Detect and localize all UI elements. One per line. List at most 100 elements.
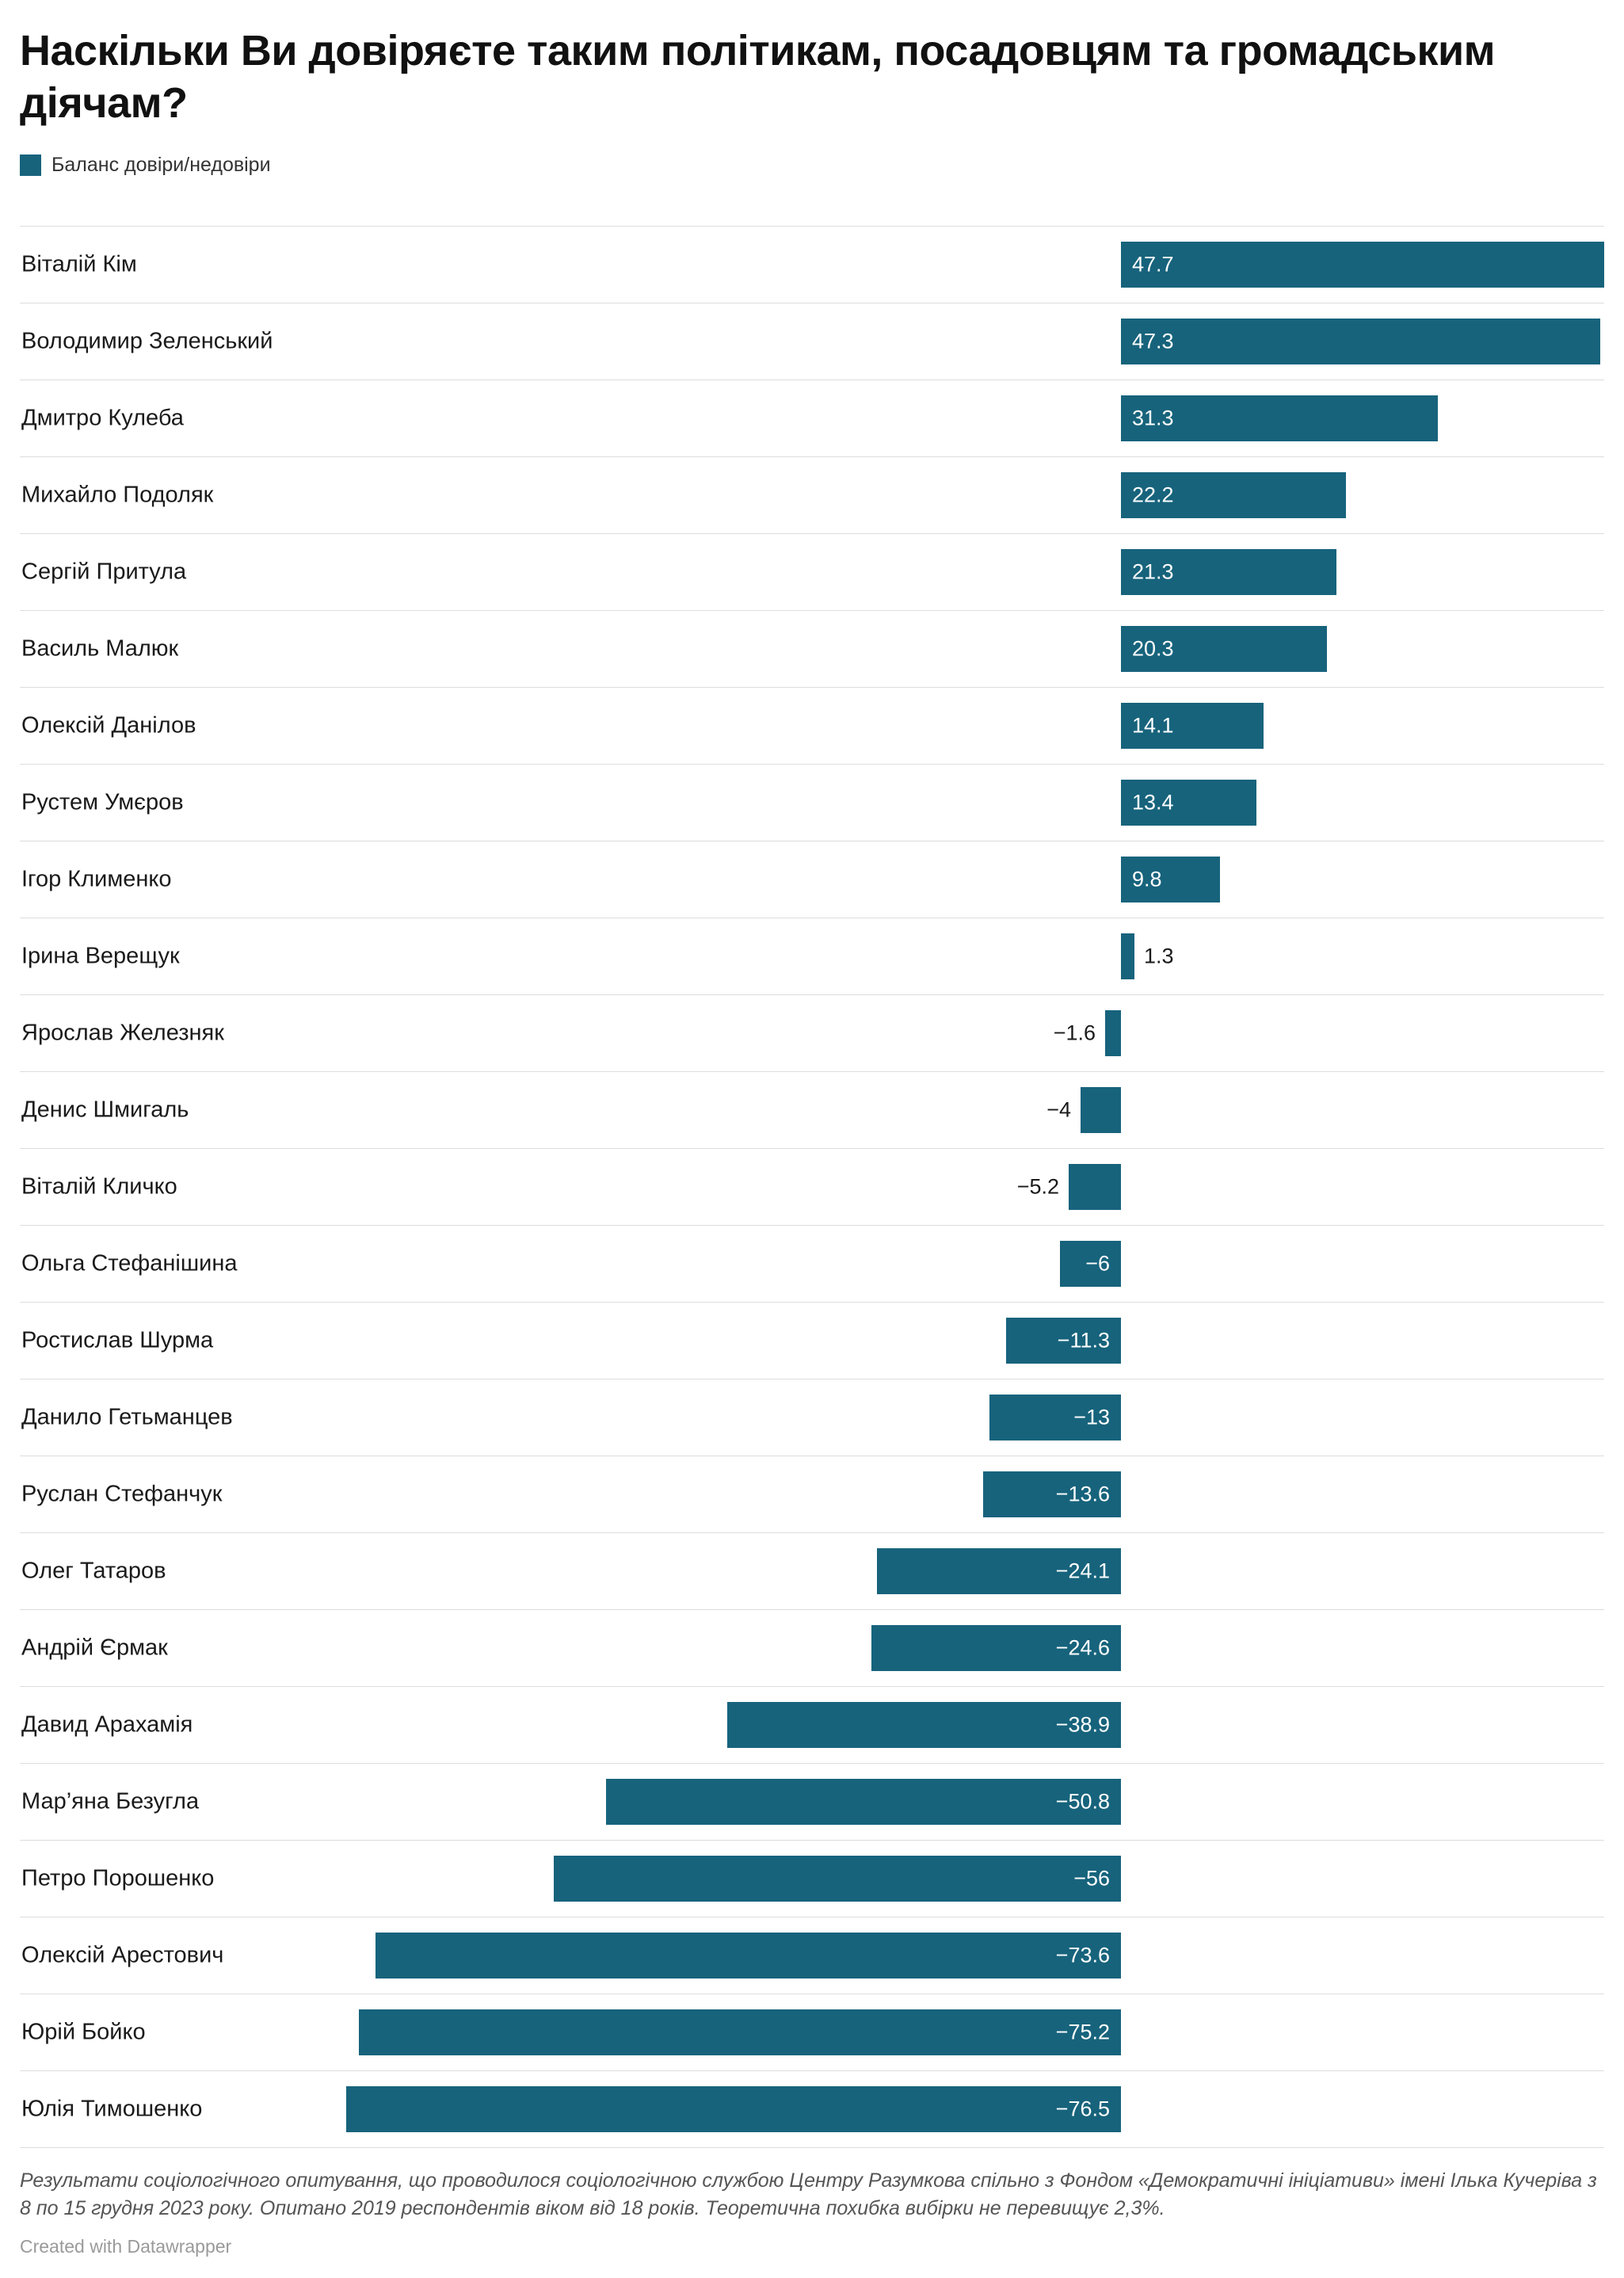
value-label: 31.3 bbox=[1132, 406, 1174, 430]
bar-row: Володимир Зеленський 47.3 bbox=[20, 302, 1604, 380]
legend-swatch-icon bbox=[20, 154, 41, 176]
bar[interactable] bbox=[1121, 702, 1264, 749]
bar[interactable] bbox=[1081, 1086, 1121, 1133]
category-label: Денис Шмигаль bbox=[21, 1097, 189, 1123]
value-label: −73.6 bbox=[1055, 1943, 1110, 1967]
bar-row: Олег Татаров −24.1 bbox=[20, 1532, 1604, 1609]
value-label: −11.3 bbox=[1057, 1328, 1110, 1353]
bar-row: Олексій Данілов 14.1 bbox=[20, 686, 1604, 764]
datawrapper-credit: Created with Datawrapper bbox=[20, 2235, 232, 2257]
value-label: −50.8 bbox=[1055, 1789, 1110, 1814]
bar[interactable] bbox=[1121, 856, 1220, 902]
bar[interactable] bbox=[1121, 395, 1438, 441]
bar-row: Петро Порошенко −56 bbox=[20, 1839, 1604, 1917]
value-label: 1.3 bbox=[1144, 944, 1174, 968]
value-label: −76.5 bbox=[1055, 2097, 1110, 2121]
category-label: Віталій Кличко bbox=[21, 1173, 177, 1200]
bar-row: Дмитро Кулеба 31.3 bbox=[20, 379, 1604, 456]
bar[interactable] bbox=[871, 1624, 1121, 1671]
value-label: 22.2 bbox=[1132, 483, 1174, 507]
value-label: 20.3 bbox=[1132, 636, 1174, 661]
bar[interactable] bbox=[346, 2085, 1121, 2132]
bar[interactable] bbox=[1069, 1163, 1121, 1210]
category-label: Ольга Стефанішина bbox=[21, 1250, 238, 1276]
chart-rows: Віталій Кім 47.7 Володимир Зеленський 47.3 Д… bbox=[20, 225, 1604, 2148]
bar-row: Андрій Єрмак −24.6 bbox=[20, 1608, 1604, 1686]
source-note: Результати соціологічного опитування, що… bbox=[20, 2169, 1597, 2220]
value-label: −4 bbox=[1046, 1097, 1071, 1122]
value-label: 21.3 bbox=[1132, 559, 1174, 584]
bar[interactable] bbox=[1121, 933, 1134, 979]
bar[interactable] bbox=[727, 1701, 1121, 1748]
value-label: −38.9 bbox=[1055, 1712, 1110, 1737]
bar-row: Юлія Тимошенко −76.5 bbox=[20, 2070, 1604, 2147]
bar[interactable] bbox=[376, 1932, 1121, 1978]
value-label: 47.3 bbox=[1132, 329, 1174, 353]
bar-row: Михайло Подоляк 22.2 bbox=[20, 456, 1604, 533]
bar[interactable] bbox=[1121, 241, 1604, 288]
bar-row: Мар’яна Безугла −50.8 bbox=[20, 1762, 1604, 1840]
bar[interactable] bbox=[1121, 625, 1327, 672]
bar[interactable] bbox=[1121, 318, 1600, 364]
value-label: −6 bbox=[1085, 1251, 1110, 1276]
category-label: Руслан Стефанчук bbox=[21, 1481, 223, 1507]
bar-row: Ярослав Железняк −1.6 bbox=[20, 994, 1604, 1071]
category-label: Сергій Притула bbox=[21, 559, 187, 585]
value-label: −56 bbox=[1073, 1866, 1110, 1891]
category-label: Михайло Подоляк bbox=[21, 482, 214, 508]
bar[interactable] bbox=[554, 1855, 1121, 1902]
bar-row: Рустем Умєров 13.4 bbox=[20, 763, 1604, 841]
bar[interactable] bbox=[1121, 471, 1346, 518]
value-label: 14.1 bbox=[1132, 713, 1174, 738]
value-label: −1.6 bbox=[1053, 1021, 1096, 1045]
category-label: Юлія Тимошенко bbox=[21, 2096, 203, 2122]
bar-row: Олексій Арестович −73.6 bbox=[20, 1916, 1604, 1994]
legend: Баланс довіри/недовіри bbox=[20, 154, 1604, 177]
bar[interactable] bbox=[1006, 1317, 1121, 1364]
bar[interactable] bbox=[359, 2009, 1121, 2055]
category-label: Данило Гетьманцев bbox=[21, 1404, 233, 1430]
category-label: Володимир Зеленський bbox=[21, 328, 273, 354]
category-label: Петро Порошенко bbox=[21, 1865, 215, 1891]
bar[interactable] bbox=[877, 1547, 1121, 1594]
bar[interactable] bbox=[606, 1778, 1121, 1825]
value-label: 9.8 bbox=[1132, 867, 1162, 891]
category-label: Олексій Данілов bbox=[21, 712, 196, 738]
category-label: Василь Малюк bbox=[21, 635, 179, 662]
bar[interactable] bbox=[1121, 779, 1256, 826]
bar-row: Віталій Кім 47.7 bbox=[20, 225, 1604, 303]
category-label: Ірина Верещук bbox=[21, 943, 180, 969]
bar-row: Данило Гетьманцев −13 bbox=[20, 1378, 1604, 1456]
category-label: Давид Арахамія bbox=[21, 1711, 193, 1738]
bar-row: Давид Арахамія −38.9 bbox=[20, 1685, 1604, 1763]
category-label: Юрій Бойко bbox=[21, 2019, 146, 2045]
category-label: Дмитро Кулеба bbox=[21, 405, 184, 431]
category-label: Віталій Кім bbox=[21, 251, 137, 277]
bar-row: Денис Шмигаль −4 bbox=[20, 1070, 1604, 1148]
category-label: Андрій Єрмак bbox=[21, 1635, 168, 1661]
bar-row: Віталій Кличко −5.2 bbox=[20, 1147, 1604, 1225]
bar[interactable] bbox=[1105, 1009, 1121, 1056]
value-label: −5.2 bbox=[1016, 1174, 1059, 1199]
bar-row: Юрій Бойко −75.2 bbox=[20, 1993, 1604, 2070]
bar[interactable] bbox=[1121, 548, 1336, 595]
value-label: −75.2 bbox=[1055, 2020, 1110, 2044]
category-label: Ростислав Шурма bbox=[21, 1327, 214, 1353]
value-label: −24.1 bbox=[1055, 1559, 1110, 1583]
bar[interactable] bbox=[983, 1471, 1121, 1517]
bar[interactable] bbox=[1060, 1240, 1121, 1287]
value-label: −24.6 bbox=[1055, 1635, 1110, 1660]
chart-title: Наскільки Ви довіряєте таким політикам, … bbox=[20, 27, 1496, 127]
bar-row: Сергій Притула 21.3 bbox=[20, 532, 1604, 610]
value-label: −13 bbox=[1073, 1405, 1110, 1429]
bar[interactable] bbox=[989, 1394, 1121, 1440]
legend-label: Баланс довіри/недовіри bbox=[51, 153, 271, 176]
value-label: 13.4 bbox=[1132, 790, 1174, 815]
category-label: Олег Татаров bbox=[21, 1558, 166, 1584]
category-label: Рустем Умєров bbox=[21, 789, 184, 815]
bar-row: Ольга Стефанішина −6 bbox=[20, 1224, 1604, 1302]
bar-row: Василь Малюк 20.3 bbox=[20, 609, 1604, 687]
category-label: Олексій Арестович bbox=[21, 1942, 224, 1968]
category-label: Ярослав Железняк bbox=[21, 1020, 224, 1046]
